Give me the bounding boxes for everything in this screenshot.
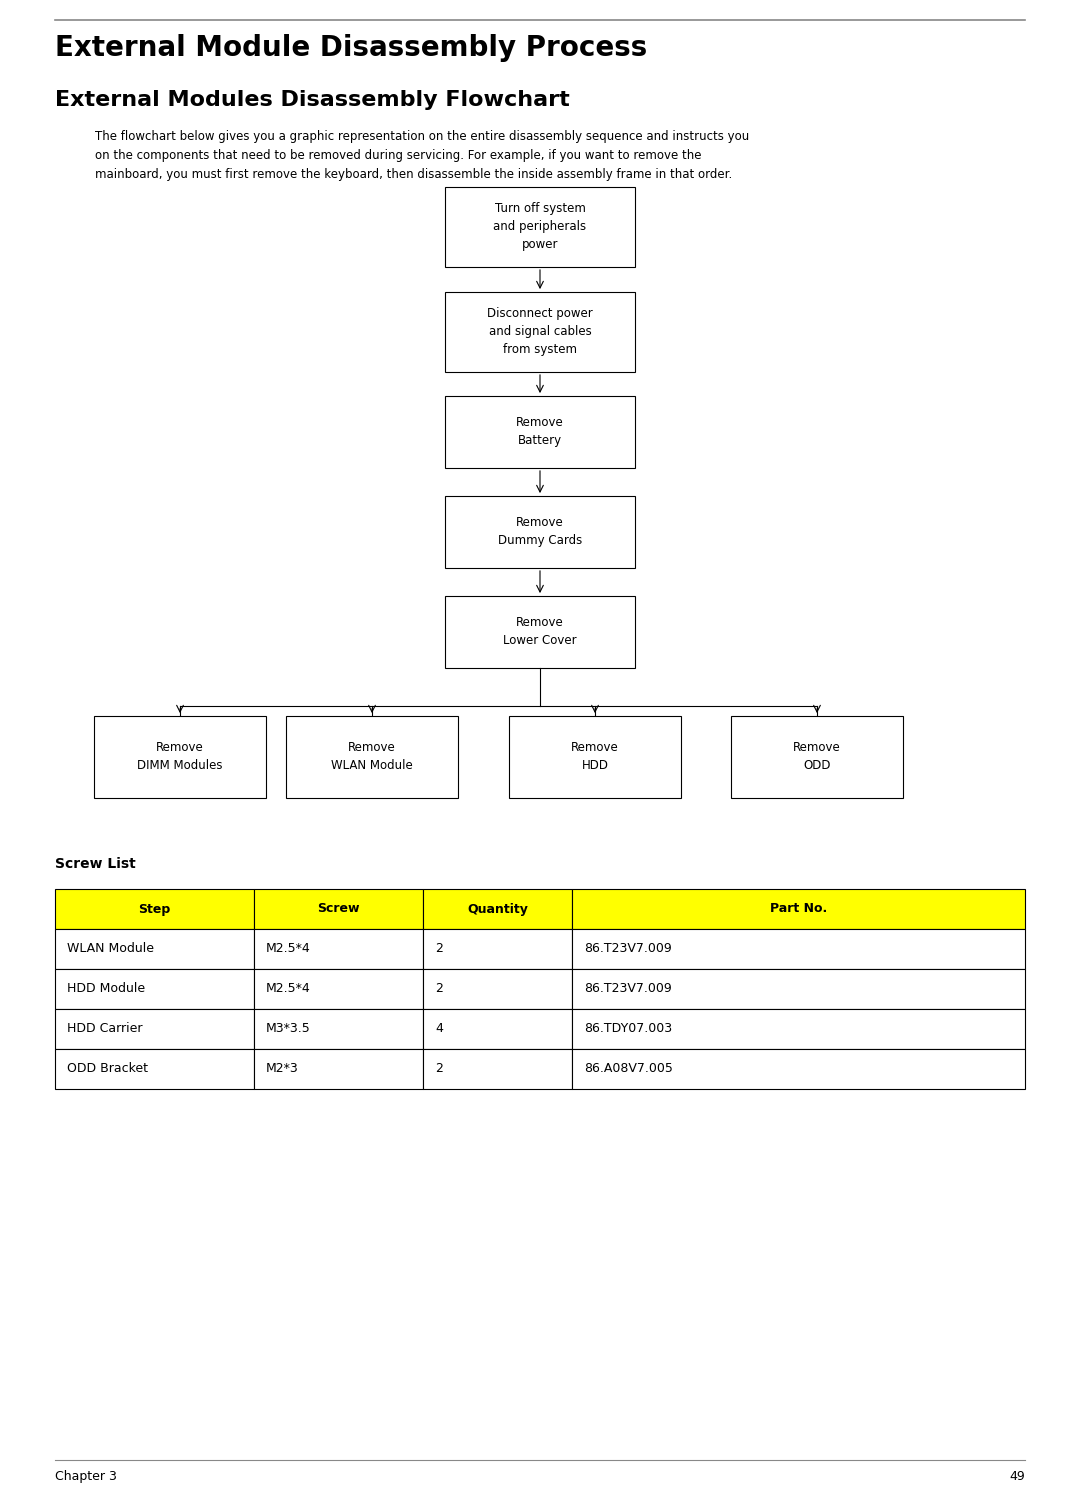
Bar <box>445 292 635 372</box>
Text: Chapter 3: Chapter 3 <box>55 1470 117 1483</box>
Bar <box>423 969 572 1009</box>
Text: 2: 2 <box>435 983 443 995</box>
Bar <box>572 889 1025 928</box>
Bar <box>254 1009 423 1049</box>
Bar <box>509 717 681 798</box>
Bar <box>445 596 635 668</box>
Text: External Module Disassembly Process: External Module Disassembly Process <box>55 33 647 62</box>
Text: HDD Carrier: HDD Carrier <box>67 1022 143 1036</box>
Bar <box>572 1009 1025 1049</box>
Bar <box>731 717 903 798</box>
Text: 86.T23V7.009: 86.T23V7.009 <box>584 983 672 995</box>
Bar <box>423 1009 572 1049</box>
Bar <box>286 717 458 798</box>
Bar <box>572 1049 1025 1089</box>
Text: Quantity: Quantity <box>468 903 528 915</box>
Bar <box>423 1049 572 1089</box>
Text: ODD Bracket: ODD Bracket <box>67 1063 148 1075</box>
Text: 2: 2 <box>435 1063 443 1075</box>
Bar <box>254 889 423 928</box>
Text: M2*3: M2*3 <box>266 1063 299 1075</box>
Text: The flowchart below gives you a graphic representation on the entire disassembly: The flowchart below gives you a graphic … <box>95 130 750 181</box>
Text: 86.T23V7.009: 86.T23V7.009 <box>584 942 672 956</box>
Text: Step: Step <box>138 903 171 915</box>
Text: 4: 4 <box>435 1022 443 1036</box>
Text: 86.TDY07.003: 86.TDY07.003 <box>584 1022 673 1036</box>
Text: Turn off system
and peripherals
power: Turn off system and peripherals power <box>494 203 586 251</box>
Bar <box>572 928 1025 969</box>
Text: HDD Module: HDD Module <box>67 983 145 995</box>
Bar <box>423 889 572 928</box>
Text: Remove
DIMM Modules: Remove DIMM Modules <box>137 741 222 773</box>
Bar <box>445 496 635 569</box>
Bar <box>572 969 1025 1009</box>
Text: 49: 49 <box>1009 1470 1025 1483</box>
Bar <box>55 969 254 1009</box>
Text: Part No.: Part No. <box>770 903 827 915</box>
Text: M2.5*4: M2.5*4 <box>266 942 311 956</box>
Text: Remove
HDD: Remove HDD <box>571 741 619 773</box>
Text: Remove
Dummy Cards: Remove Dummy Cards <box>498 517 582 547</box>
Text: Remove
WLAN Module: Remove WLAN Module <box>332 741 413 773</box>
Text: Remove
Lower Cover: Remove Lower Cover <box>503 617 577 647</box>
Text: Disconnect power
and signal cables
from system: Disconnect power and signal cables from … <box>487 307 593 357</box>
Bar <box>55 1049 254 1089</box>
Text: WLAN Module: WLAN Module <box>67 942 154 956</box>
Text: Remove
ODD: Remove ODD <box>793 741 841 773</box>
Bar <box>55 1009 254 1049</box>
Text: M2.5*4: M2.5*4 <box>266 983 311 995</box>
Bar <box>55 928 254 969</box>
Text: Remove
Battery: Remove Battery <box>516 416 564 448</box>
Bar <box>55 889 254 928</box>
Text: Screw List: Screw List <box>55 857 136 871</box>
Text: M3*3.5: M3*3.5 <box>266 1022 311 1036</box>
Text: External Modules Disassembly Flowchart: External Modules Disassembly Flowchart <box>55 91 570 110</box>
Text: 86.A08V7.005: 86.A08V7.005 <box>584 1063 673 1075</box>
Bar <box>254 928 423 969</box>
Bar <box>423 928 572 969</box>
Bar <box>445 187 635 268</box>
Text: Screw: Screw <box>318 903 360 915</box>
Bar <box>254 969 423 1009</box>
Bar <box>254 1049 423 1089</box>
Bar <box>445 396 635 469</box>
Text: 2: 2 <box>435 942 443 956</box>
Bar <box>94 717 266 798</box>
